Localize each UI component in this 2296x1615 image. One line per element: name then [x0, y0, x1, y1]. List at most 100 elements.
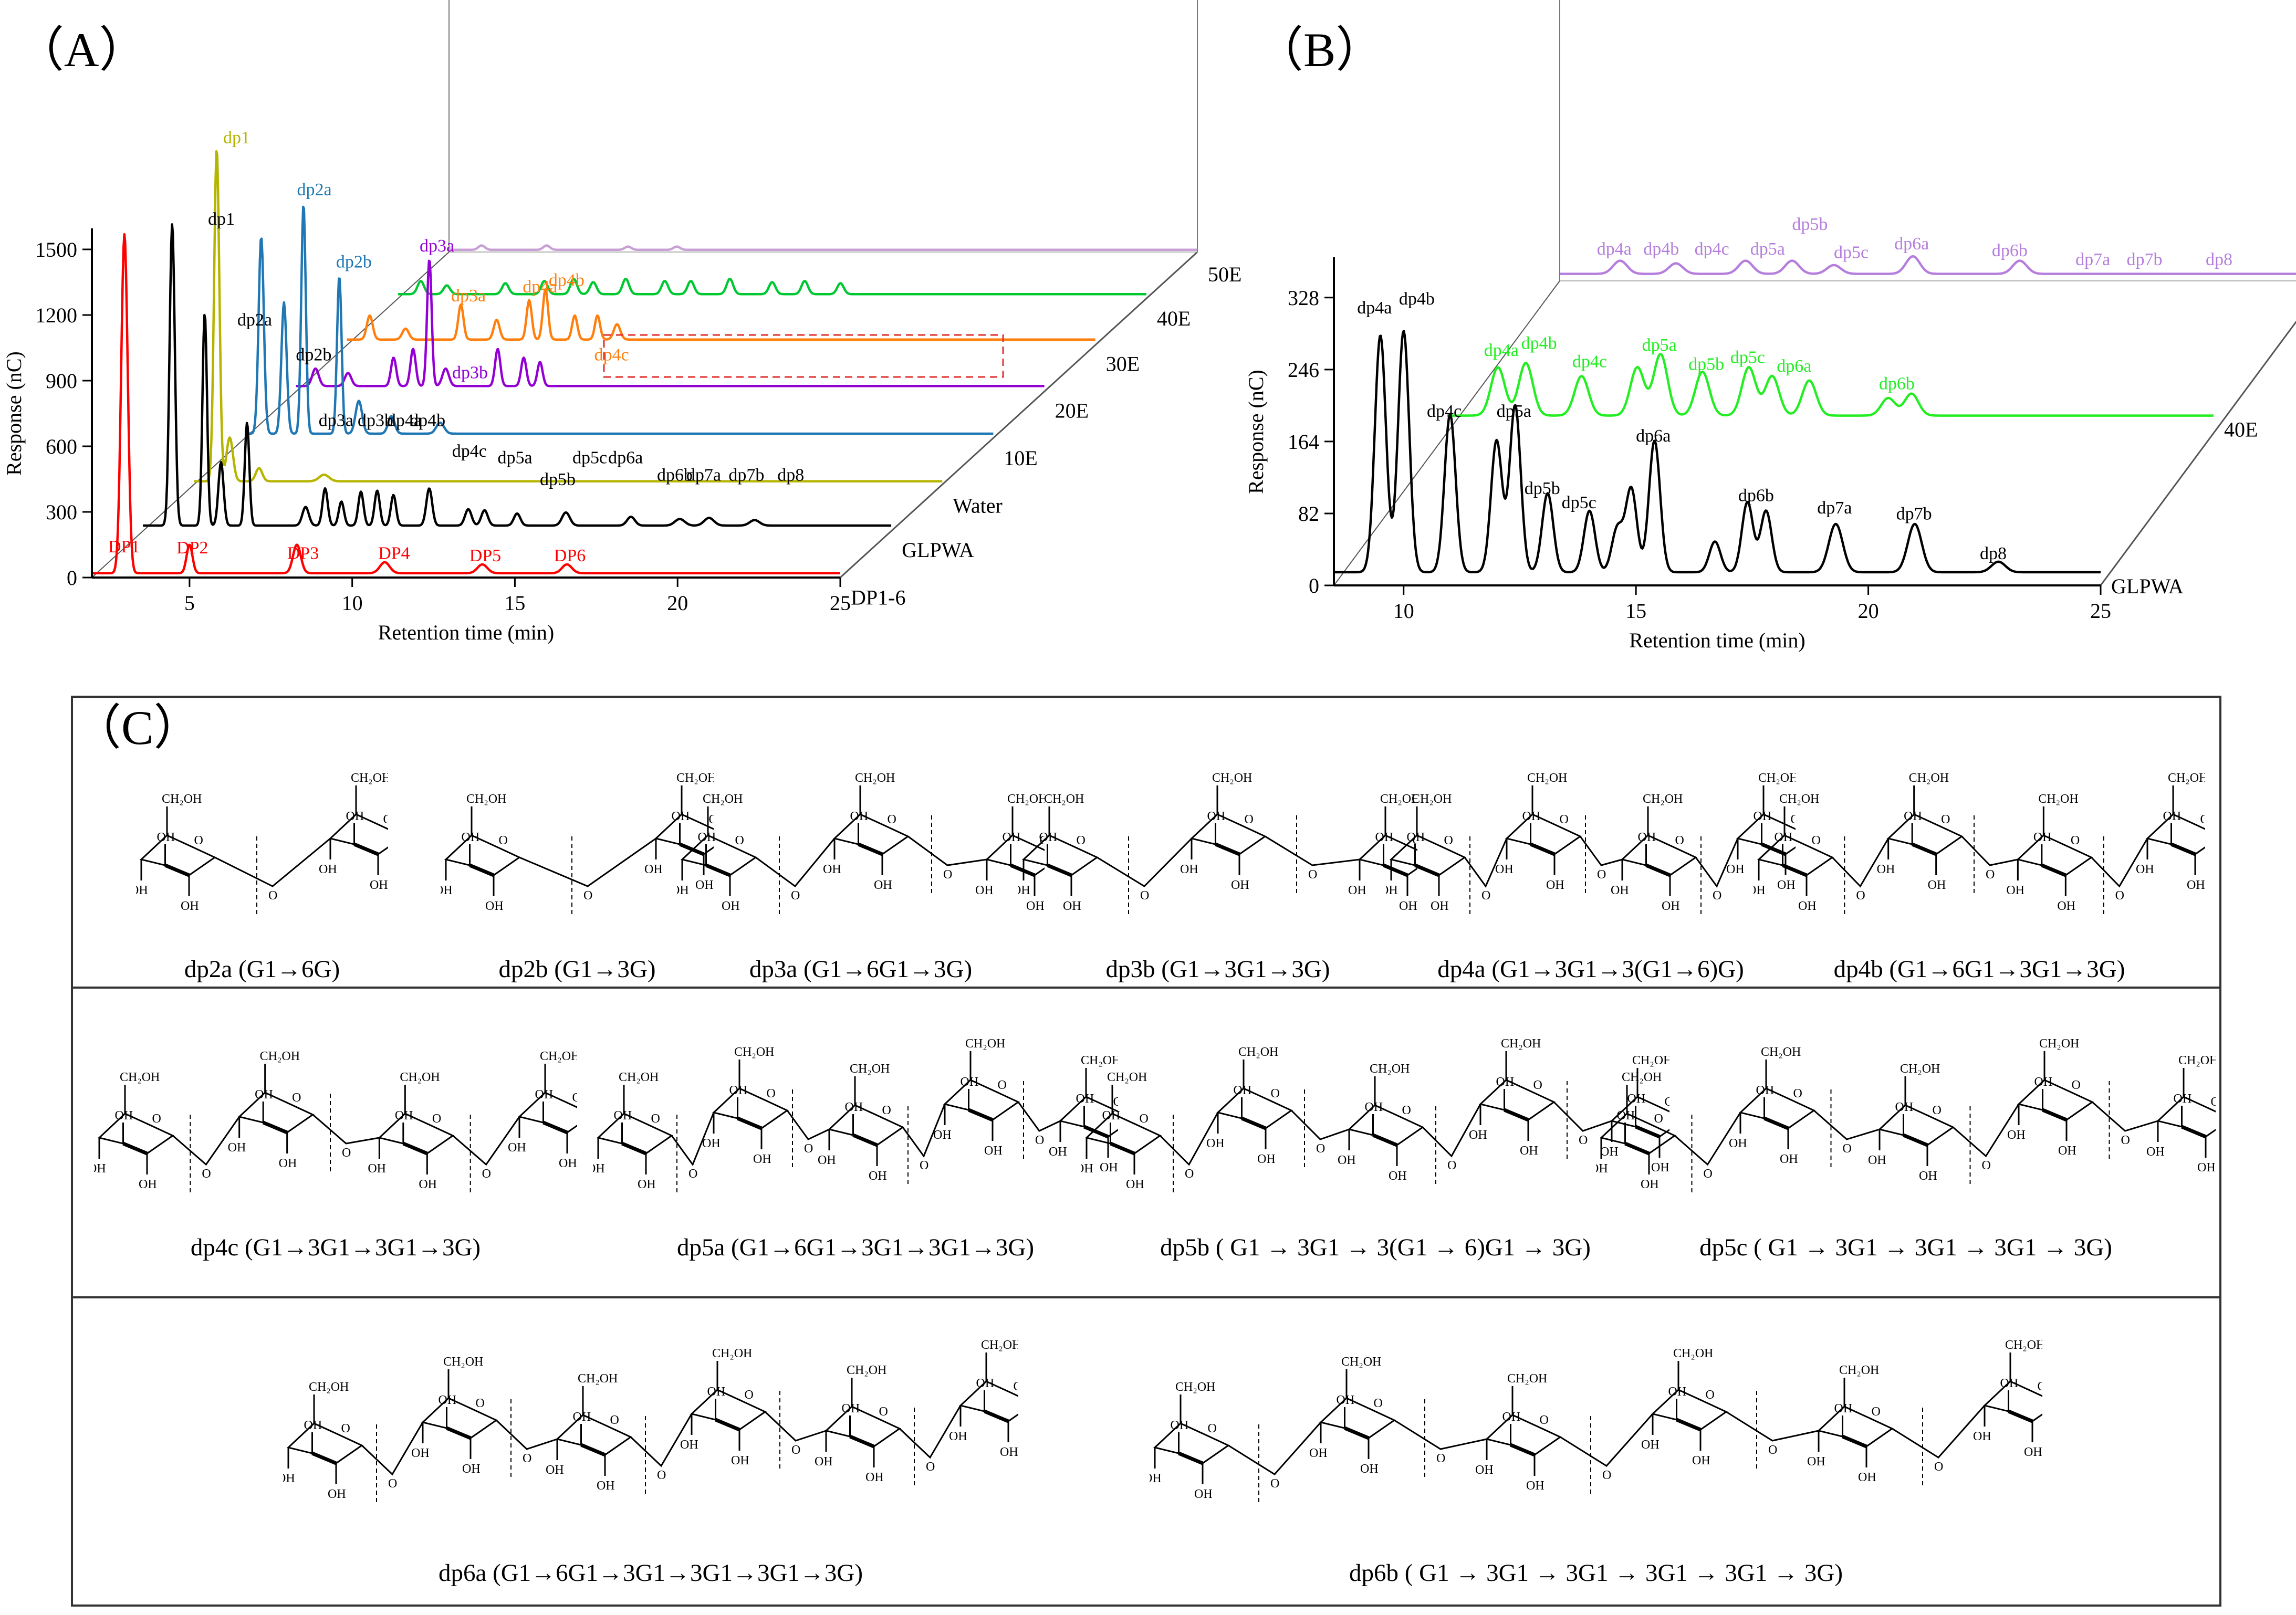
x-tick-label: 15	[1625, 599, 1646, 623]
ring-oxygen: O	[1540, 1413, 1549, 1427]
peak-label: dp4c	[452, 442, 487, 461]
oh-group: OH	[1526, 1479, 1544, 1493]
oh-group: OH	[1206, 1137, 1225, 1150]
ring-front-bond	[1047, 863, 1072, 877]
oh-group: OH	[535, 1088, 554, 1102]
ring-front-bond	[311, 1451, 337, 1465]
linkage-oxygen: O	[688, 1167, 697, 1181]
oh-group: OH	[1641, 1438, 1660, 1452]
glycosidic-bond	[1961, 835, 2018, 866]
linkage-oxygen: O	[523, 1452, 531, 1465]
ch2oh-group: CH₂OH	[1212, 771, 1252, 785]
oh-group: OH	[614, 1109, 632, 1123]
ring-oxygen: O	[341, 1422, 350, 1435]
ch2oh-group: CH₂OH	[1622, 1071, 1662, 1084]
glycosidic-bond	[1394, 1419, 1487, 1450]
oh-group: OH	[279, 1157, 297, 1170]
oh-group: OH	[1018, 884, 1030, 897]
oh-group: OH	[597, 1479, 615, 1493]
peak-label: dp4a	[1597, 239, 1632, 259]
oh-group: OH	[815, 1455, 833, 1469]
structure-caption: dp3a (G1→6G1→3G)	[749, 956, 973, 983]
ch2oh-group: CH₂OH	[2168, 771, 2205, 785]
ring-oxygen: O	[1941, 813, 1950, 826]
ring-front-bond	[1504, 1108, 1529, 1122]
ch2oh-group: CH₂OH	[1501, 1037, 1541, 1051]
oh-group: OH	[2136, 863, 2154, 876]
oh-group: OH	[157, 831, 175, 844]
ring-oxygen: O	[1933, 1104, 1942, 1117]
oh-group: OH	[1780, 1152, 1798, 1166]
ring-oxygen: O	[1014, 1380, 1019, 1393]
peak-label: dp4a	[1484, 341, 1519, 360]
ring-oxygen: O	[745, 1388, 754, 1402]
structure-caption: dp3b (G1→3G1→3G)	[1105, 956, 1330, 983]
glycosidic-bond	[361, 1422, 424, 1476]
glycosidic-bond	[1422, 1104, 1481, 1158]
ch2oh-group: CH₂OH	[540, 1050, 577, 1063]
oh-group: OH	[1729, 1137, 1747, 1150]
oh-group: OH	[850, 810, 869, 823]
peak-label: dp5b	[540, 470, 576, 489]
x-axis-title: Retention time (min)	[378, 621, 555, 644]
peak-label: dp1	[208, 209, 235, 229]
glycosidic-bond	[1726, 1411, 1819, 1442]
ch2oh-group: CH₂OH	[2038, 792, 2078, 806]
y-tick-label: 900	[46, 369, 77, 393]
ch2oh-group: CH₂OH	[351, 771, 388, 785]
peak-label: dp5a	[1750, 239, 1785, 259]
linkage-oxygen: O	[2115, 889, 2124, 903]
structure-caption: dp5a (G1→6G1→3G1→3G1→3G)	[676, 1234, 1035, 1261]
peak-label: dp7a	[686, 466, 721, 485]
oh-group: OH	[328, 1487, 346, 1501]
ring-oxygen: O	[1271, 1087, 1280, 1100]
peak-label: dp6a	[608, 448, 643, 467]
oh-group: OH	[1337, 1393, 1355, 1407]
oh-group: OH	[1150, 1472, 1162, 1485]
glycosidic-bond	[1953, 1104, 2020, 1158]
structure-caption: dp5b ( G1 → 3G1 → 3(G1 → 6)G1 → 3G)	[1160, 1234, 1591, 1261]
oh-group: OH	[2057, 899, 2075, 913]
ring-oxygen: O	[1533, 1078, 1542, 1092]
peak-label: dp5b	[1792, 215, 1828, 234]
panel-label-b: （B）	[1255, 23, 1384, 77]
structure-dp5c: OCH₂OHOHOHOHOCH₂OHOHOHOHOOCH₂OHOHOHOHOOC…	[1596, 1002, 2216, 1275]
oh-group: OH	[1834, 1402, 1853, 1415]
ring-front-bond	[2181, 1125, 2207, 1139]
ring-oxygen: O	[1560, 813, 1569, 826]
oh-group: OH	[1904, 810, 1922, 823]
ch2oh-group: CH₂OH	[965, 1037, 1005, 1051]
peak-label: dp8	[777, 466, 804, 485]
structure-caption: dp2a (G1→6G)	[184, 956, 340, 983]
glycosidic-bond	[214, 837, 331, 887]
structure-drawing: OCH₂OHOHOHOHOCH₂OHOHOHOHOOCH₂OHOHOHOHOOC…	[1386, 771, 1796, 915]
oh-group: OH	[984, 1144, 1003, 1158]
linkage-oxygen: O	[1308, 868, 1317, 882]
oh-group: OH	[1546, 878, 1564, 892]
ring-front-bond	[1372, 1133, 1398, 1147]
ring-front-bond	[1083, 1125, 1109, 1139]
oh-group: OH	[1919, 1169, 1937, 1183]
ring-front-bond	[1383, 863, 1408, 877]
glycosidic-bond	[671, 1112, 715, 1167]
oh-group: OH	[874, 878, 892, 892]
ch2oh-group: CH₂OH	[162, 792, 202, 806]
ch2oh-group: CH₂OH	[1507, 1372, 1547, 1386]
ring-front-bond	[1215, 842, 1240, 856]
peak-label: dp6a	[1636, 426, 1671, 446]
ring-front-bond	[1911, 842, 1937, 856]
ring-front-bond	[852, 1133, 878, 1147]
ch2oh-group: CH₂OH	[1370, 1062, 1410, 1076]
structure-caption: dp4a (G1→3G1→3(G1→6)G)	[1437, 956, 1744, 983]
glycosidic-bond	[495, 1419, 558, 1450]
oh-group: OH	[1348, 884, 1366, 897]
linkage-oxygen: O	[268, 889, 277, 903]
oh-group: OH	[702, 1137, 721, 1150]
ring-front-bond	[1624, 1141, 1650, 1156]
oh-group: OH	[1726, 863, 1745, 876]
peak-label: DP1	[108, 537, 140, 557]
structure-caption: dp6a (G1→6G1→3G1→3G1→3G1→3G)	[438, 1559, 863, 1587]
oh-group: OH	[976, 1377, 995, 1390]
